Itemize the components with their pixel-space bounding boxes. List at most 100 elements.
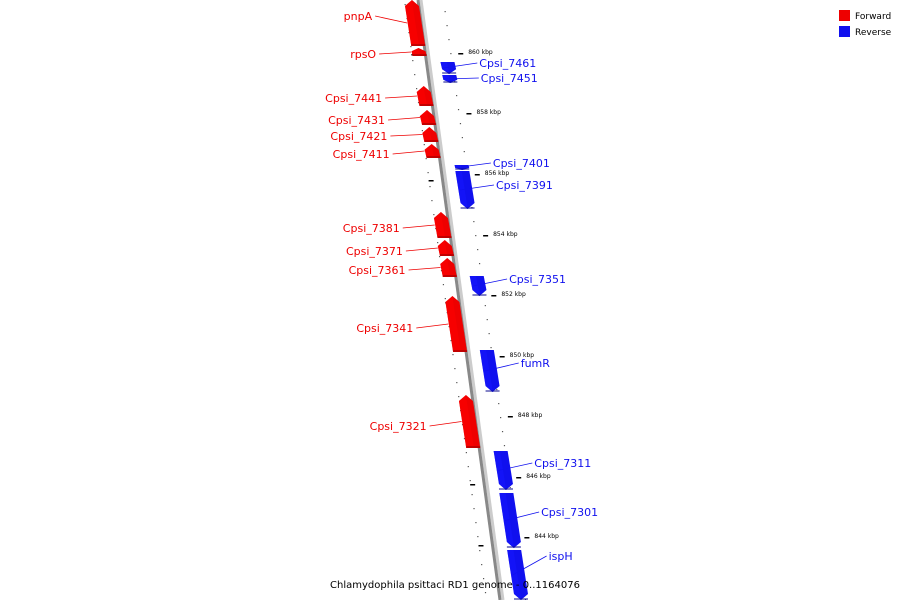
gene-arrow-shadow xyxy=(506,546,521,548)
gene-arrow-shadow xyxy=(426,156,441,158)
left-track-dot xyxy=(421,130,423,132)
gene-arrow-shadow xyxy=(485,390,500,392)
genome-backbone xyxy=(416,0,505,600)
gene-label: Cpsi_7351 xyxy=(509,273,566,286)
gene-Cpsi_7311: Cpsi_7311 xyxy=(493,451,591,490)
left-track-dot xyxy=(431,200,433,202)
right-track-dot xyxy=(444,11,446,13)
gene-arrow-highlight xyxy=(437,240,448,256)
tick-label: 856 kbp xyxy=(485,170,510,177)
left-track-dot xyxy=(448,326,450,328)
gene-label: Cpsi_7301 xyxy=(541,506,598,519)
gene-arrow-highlight xyxy=(416,86,428,106)
left-track-dot xyxy=(435,228,437,230)
gene-arrow-shadow xyxy=(419,104,434,106)
right-track-dot xyxy=(446,25,448,27)
gene-leader-line xyxy=(505,511,540,521)
left-track-dot xyxy=(484,592,487,594)
gene-label: Cpsi_7341 xyxy=(356,322,413,335)
gene-arrow-shadow xyxy=(411,44,426,46)
right-track-dot xyxy=(509,487,511,489)
gene-leader-line xyxy=(484,362,519,372)
gene-arrow-shadow xyxy=(460,207,475,209)
right-track-dot xyxy=(477,249,479,251)
left-track-dot xyxy=(442,284,445,286)
gene-arrow-shadow xyxy=(424,140,439,142)
right-track-dot xyxy=(450,53,452,55)
gene-Cpsi_7301: Cpsi_7301 xyxy=(499,493,598,548)
gene-label: Cpsi_7441 xyxy=(325,92,382,105)
left-track-dot xyxy=(482,578,485,580)
gene-arrow-highlight xyxy=(440,258,451,277)
gene-label: Cpsi_7421 xyxy=(330,130,387,143)
gene-label: Cpsi_7401 xyxy=(493,157,550,170)
gene-arrow-shadow xyxy=(442,275,457,277)
gene-Cpsi_7341: Cpsi_7341 xyxy=(356,296,468,352)
gene-leader-line xyxy=(402,224,435,229)
gene-ispH: ispH xyxy=(507,550,573,600)
gene-leader-line xyxy=(416,323,449,329)
left-track-dot xyxy=(417,102,420,104)
gene-arrow-shadow xyxy=(453,350,468,352)
right-track-dot xyxy=(488,333,490,335)
right-track-dot xyxy=(500,417,502,419)
gene-label: Cpsi_7321 xyxy=(370,420,427,433)
gene-arrow-shadow xyxy=(412,54,427,56)
left-track-dot xyxy=(410,46,412,48)
tick-mark xyxy=(499,356,505,358)
gene-label: rpsO xyxy=(350,48,376,61)
left-track-dot xyxy=(477,536,479,538)
left-track-dot xyxy=(481,564,483,566)
left-track-dot xyxy=(465,452,467,454)
gene-leader-line xyxy=(444,77,479,80)
gene-Cpsi_7371: Cpsi_7371 xyxy=(346,240,454,258)
gene-arrow-highlight xyxy=(405,0,419,46)
gene-rpsO: rpsO xyxy=(350,48,427,61)
gene-arrow-highlight xyxy=(420,110,430,125)
right-track-dot xyxy=(448,39,450,41)
gene-leader-line xyxy=(379,51,412,55)
gene-label: Cpsi_7451 xyxy=(481,72,538,85)
gene-pnpA: pnpA xyxy=(344,0,426,46)
gene-Cpsi_7441: Cpsi_7441 xyxy=(325,86,434,106)
gene-Cpsi_7381: Cpsi_7381 xyxy=(343,212,452,238)
left-track-dot xyxy=(461,424,464,426)
gene-features: pnpA rpsO Cpsi_7461 Cpsi_7451 Cpsi_7441 Cpsi_… xyxy=(325,0,598,600)
tick-mark xyxy=(491,295,497,297)
legend-forward-label: Forward xyxy=(855,12,891,22)
left-track-dot xyxy=(479,550,481,552)
left-track-dot xyxy=(438,256,441,258)
gene-Cpsi_7351: Cpsi_7351 xyxy=(469,273,566,296)
minor-tick-mark xyxy=(478,545,484,547)
gene-leader-line xyxy=(408,267,441,271)
gene-leader-line xyxy=(385,95,418,99)
tick-mark xyxy=(507,416,513,418)
tick-mark xyxy=(466,113,472,115)
left-track-dot xyxy=(444,298,446,300)
gene-Cpsi_7361: Cpsi_7361 xyxy=(349,258,457,277)
left-track-dot xyxy=(404,4,406,6)
left-track-dot xyxy=(454,368,456,370)
gene-arrow-highlight xyxy=(445,296,461,352)
legend-reverse-label: Reverse xyxy=(855,28,892,38)
tick-mark xyxy=(458,53,464,55)
backbone-shadow xyxy=(419,0,505,600)
right-track-dot xyxy=(475,235,477,237)
gene-leader-line xyxy=(498,462,533,471)
right-track-dot xyxy=(496,389,498,391)
left-track-dot xyxy=(412,60,414,62)
right-track-dot xyxy=(501,431,504,433)
right-track-dot xyxy=(457,109,460,111)
left-track-dot xyxy=(433,214,435,216)
gene-leader-line xyxy=(390,134,423,137)
gene-label: Cpsi_7361 xyxy=(349,264,406,277)
tick-mark xyxy=(524,537,530,539)
left-track-dot xyxy=(471,494,473,496)
left-track-dot xyxy=(437,242,439,244)
tick-label: 852 kbp xyxy=(501,291,526,298)
minor-tick-mark xyxy=(470,484,476,486)
left-track-dot xyxy=(456,382,458,384)
left-track-dot xyxy=(475,522,477,524)
right-track-dot xyxy=(478,263,481,265)
right-track-dot xyxy=(461,137,463,139)
